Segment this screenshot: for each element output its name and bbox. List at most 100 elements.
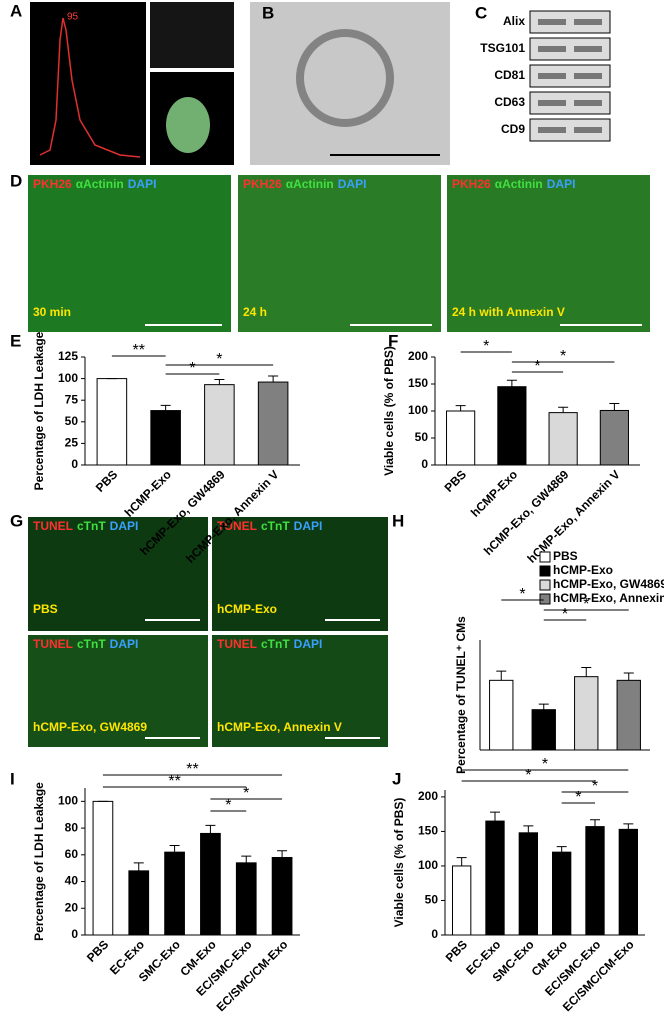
error-bar [623, 672, 634, 681]
nta-plot [30, 2, 146, 165]
y-tick-label: 75 [65, 392, 79, 406]
band [574, 127, 602, 133]
image-caption: hCMP-Exo, Annexin V [217, 720, 342, 734]
y-tick-label: 40 [65, 874, 79, 888]
stain-label: DAPI [294, 519, 323, 533]
y-axis-label: Viable cells (% of PBS) [392, 798, 406, 928]
stain-label: DAPI [110, 637, 139, 651]
panel-label: E [10, 331, 21, 350]
y-tick-label: 200 [408, 349, 428, 363]
stain-label: TUNEL [217, 519, 257, 533]
blot-band [529, 64, 611, 88]
y-tick-label: 25 [65, 436, 79, 450]
panel-label: H [392, 511, 404, 530]
error-bar [538, 703, 549, 710]
band [538, 127, 566, 133]
significance-label: * [483, 338, 489, 355]
tem-image [250, 2, 450, 165]
error-bar [456, 857, 467, 866]
panel-label: C [475, 3, 487, 22]
band [538, 19, 566, 25]
stain-label: cTnT [261, 519, 290, 533]
micrograph [28, 635, 208, 747]
bar [585, 826, 605, 936]
error-bar [268, 375, 279, 383]
significance-label: * [592, 778, 598, 795]
significance-label: * [562, 606, 568, 623]
error-bar [609, 402, 620, 411]
y-tick-label: 150 [408, 376, 428, 390]
bar [552, 851, 572, 936]
y-axis-label: Viable cells (% of PBS) [382, 346, 396, 476]
legend-label: PBS [553, 549, 578, 563]
stain-label: αActinin [495, 177, 543, 191]
bar [518, 832, 539, 936]
bar [92, 800, 114, 936]
bar [128, 870, 150, 936]
y-tick-label: 100 [58, 794, 78, 808]
band [538, 46, 566, 52]
significance-label: * [243, 785, 249, 802]
y-tick-label: 0 [431, 927, 438, 941]
y-tick-label: 50 [415, 430, 429, 444]
legend-swatch [539, 579, 551, 591]
y-tick-label: 100 [408, 403, 428, 417]
stain-label: DAPI [547, 177, 576, 191]
y-axis-label: Percentage of TUNEL⁺ CMs [454, 616, 468, 774]
blot-label: Alix [503, 14, 525, 28]
legend-swatch [539, 565, 551, 577]
error-bar [241, 855, 252, 863]
significance-label: ** [186, 761, 198, 778]
size-curve [39, 17, 141, 158]
band [538, 100, 566, 106]
error-bar [523, 825, 534, 833]
legend-label: hCMP-Exo, GW4869 [553, 577, 664, 591]
panel-label: A [10, 1, 22, 20]
blot-band [529, 91, 611, 115]
stain-label: PKH26 [33, 177, 72, 191]
blot-band [529, 10, 611, 34]
y-tick-label: 200 [418, 789, 438, 803]
legend-label: hCMP-Exo, Annexin V [553, 591, 664, 605]
stain-label: cTnT [261, 637, 290, 651]
legend-swatch [539, 593, 551, 605]
y-tick-label: 80 [65, 820, 79, 834]
bar [96, 378, 128, 466]
error-bar [506, 379, 517, 387]
error-bar [496, 670, 507, 681]
significance-label: ** [133, 342, 145, 359]
image-caption: 24 h [243, 305, 267, 319]
panel-label: G [10, 511, 23, 530]
bar [497, 386, 527, 466]
image-caption: 24 h with Annexin V [452, 305, 565, 319]
significance-label: * [542, 756, 548, 773]
micrograph [447, 175, 650, 332]
y-tick-label: 60 [65, 847, 79, 861]
significance-label: * [519, 586, 525, 603]
stain-label: TUNEL [217, 637, 257, 651]
blot-label: CD63 [494, 95, 525, 109]
bar [599, 409, 629, 466]
peak-label: 95 [67, 12, 79, 23]
x-tick-label: PBS [443, 937, 470, 964]
blot-label: CD9 [501, 122, 525, 136]
x-tick-label: PBS [442, 467, 469, 494]
panel-label: J [392, 769, 401, 788]
error-bar [590, 819, 600, 827]
bar [531, 709, 556, 751]
legend-swatch [539, 551, 551, 563]
significance-label: ** [168, 773, 180, 790]
stain-label: cTnT [77, 637, 106, 651]
scatter-cloud [166, 97, 210, 153]
image-caption: hCMP-Exo, GW4869 [33, 720, 147, 734]
error-bar [455, 405, 466, 411]
bar [200, 832, 221, 936]
y-tick-label: 100 [418, 858, 438, 872]
image-caption: 30 min [33, 305, 71, 319]
panel-label: F [388, 331, 398, 350]
x-tick-label: hCMP-Exo [468, 467, 520, 519]
bar [452, 865, 472, 936]
bar [548, 412, 578, 466]
significance-label: * [216, 351, 222, 368]
bar [574, 676, 599, 751]
